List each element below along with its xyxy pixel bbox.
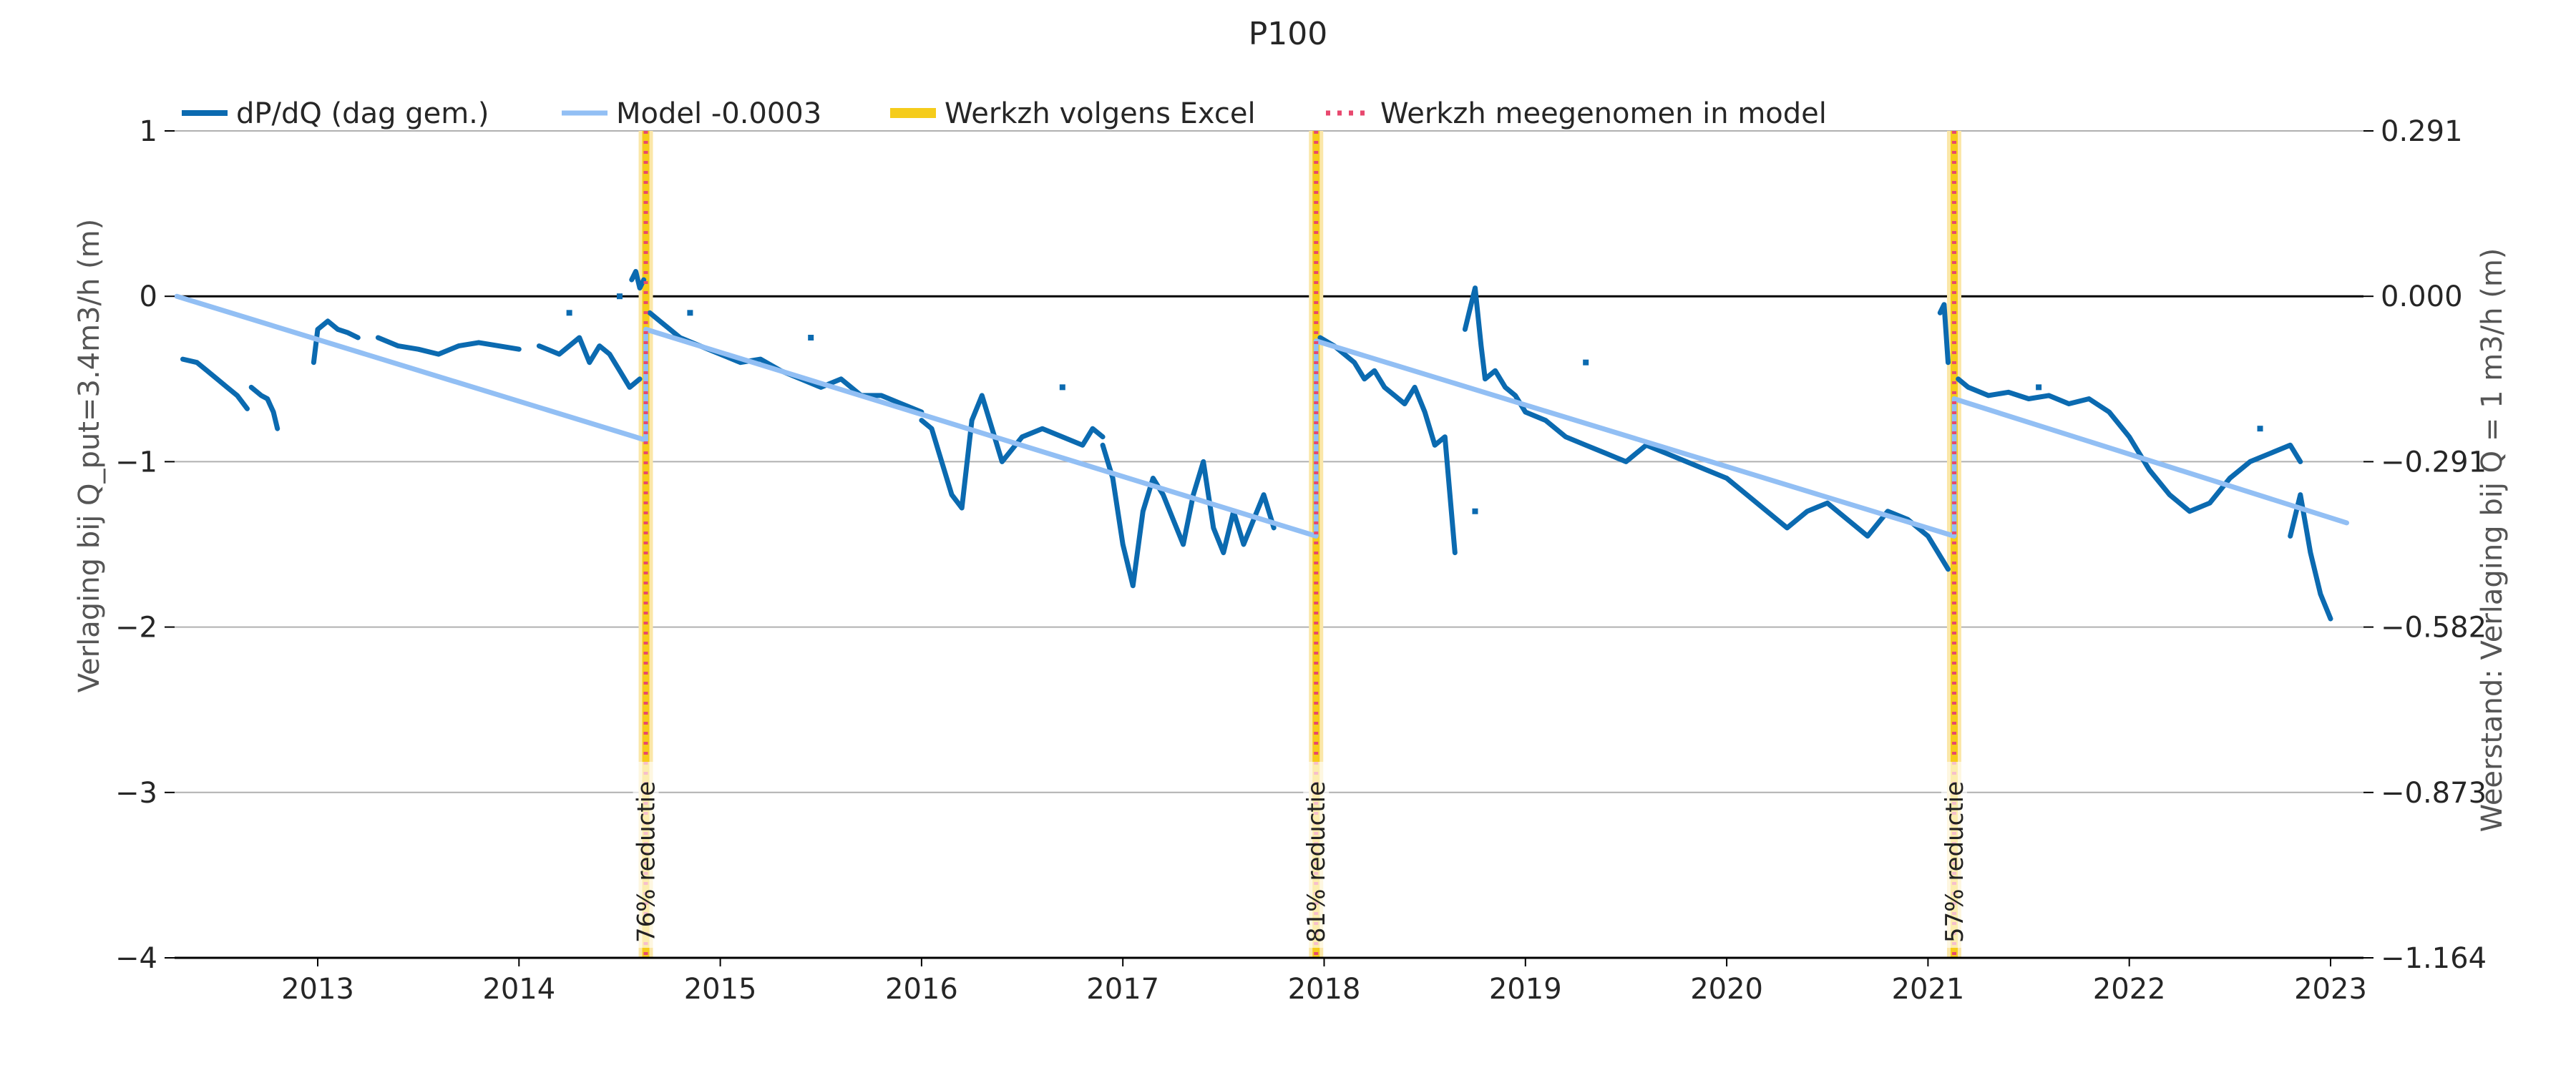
data-line-segment [919, 393, 1106, 511]
data-line-segment [311, 318, 361, 366]
event-label-bg [1941, 762, 1967, 948]
legend: dP/dQ (dag gem.) Model -0.0003 Werkzh volg… [182, 97, 1827, 130]
data-point [566, 310, 572, 316]
model-line [1951, 396, 2349, 526]
x-tick-label: 2018 [1288, 973, 1361, 1006]
legend-label: Model -0.0003 [616, 97, 821, 130]
x-tick-label: 2023 [2294, 973, 2367, 1006]
data-point [687, 310, 693, 316]
legend-label: Werkzh volgens Excel [945, 97, 1256, 130]
data-line-segment [1462, 285, 1649, 464]
legend-label: Werkzh meegenomen in model [1380, 97, 1827, 130]
y-tick-label-right: −0.873 [2381, 777, 2487, 810]
y-tick-label-right: 0.291 [2381, 115, 2463, 148]
x-tick-label: 2016 [885, 973, 958, 1006]
data-line-segment [1956, 376, 2303, 514]
data-line-segment [248, 384, 280, 431]
data-line-segment [629, 269, 647, 291]
data-line-segment [1317, 335, 1458, 556]
grid-lines [175, 130, 2363, 793]
y-tick-label-left: −3 [115, 777, 157, 810]
x-tick-label: 2019 [1489, 973, 1562, 1006]
y-tick-label-right: 0.000 [2381, 280, 2463, 313]
data-line-segment [1937, 302, 1951, 366]
data-point [1472, 508, 1478, 514]
data-point [808, 335, 814, 340]
y-tick-label-right: −0.291 [2381, 446, 2487, 479]
data-point [1059, 384, 1065, 391]
event-label: 81% reductie [1302, 781, 1331, 943]
x-tick-label: 2022 [2093, 973, 2166, 1006]
x-tick-label: 2020 [1690, 973, 1763, 1006]
data-line-segment [375, 335, 522, 357]
event-label: 57% reductie [1941, 781, 1969, 943]
model-line [174, 293, 648, 443]
model-line [643, 326, 1319, 539]
data-line-segment [1644, 442, 1951, 572]
data-line-segment [536, 335, 643, 390]
maintenance-events [638, 131, 1961, 958]
y-tick-label-right: −0.582 [2381, 612, 2487, 645]
x-tick-label: 2013 [281, 973, 354, 1006]
data-line-segment [1100, 442, 1277, 589]
y-axis-label-right: Weerstand: Verlaging bij Q = 1 m3/h (m) [2476, 248, 2509, 833]
y-axis-label-left: Verlaging bij Q_put=3.4m3/h (m) [73, 219, 106, 692]
y-tick-label-left: −4 [115, 942, 157, 975]
x-tick-label: 2017 [1086, 973, 1159, 1006]
x-tick-label: 2015 [684, 973, 757, 1006]
data-line-segment [180, 356, 250, 411]
model-line [1313, 338, 1957, 539]
chart-title: P100 [1249, 16, 1328, 52]
event-label: 76% reductie [633, 781, 661, 943]
y-tick-label-left: −1 [115, 446, 157, 479]
y-tick-label-right: −1.164 [2381, 942, 2487, 975]
data-series [180, 269, 2333, 622]
event-label-bg [633, 762, 659, 948]
y-tick-label-left: 1 [140, 115, 157, 148]
data-point [2257, 426, 2263, 432]
event-overlay: 76% reductie 81% reductie 57% reductie [633, 131, 1969, 958]
axes: 2013 2014 2015 2016 2017 2018 2019 2020 2021 2022… [115, 115, 2487, 1006]
legend-label: dP/dQ (dag gem.) [236, 97, 489, 130]
y-tick-label-left: 0 [140, 280, 157, 313]
data-point [2036, 384, 2042, 391]
y-tick-label-left: −2 [115, 612, 157, 645]
data-line-segment [647, 310, 924, 415]
event-label-bg [1303, 762, 1330, 948]
data-point [616, 293, 623, 300]
x-tick-label: 2014 [482, 973, 555, 1006]
x-tick-label: 2021 [1892, 973, 1965, 1006]
data-point [1583, 359, 1589, 366]
